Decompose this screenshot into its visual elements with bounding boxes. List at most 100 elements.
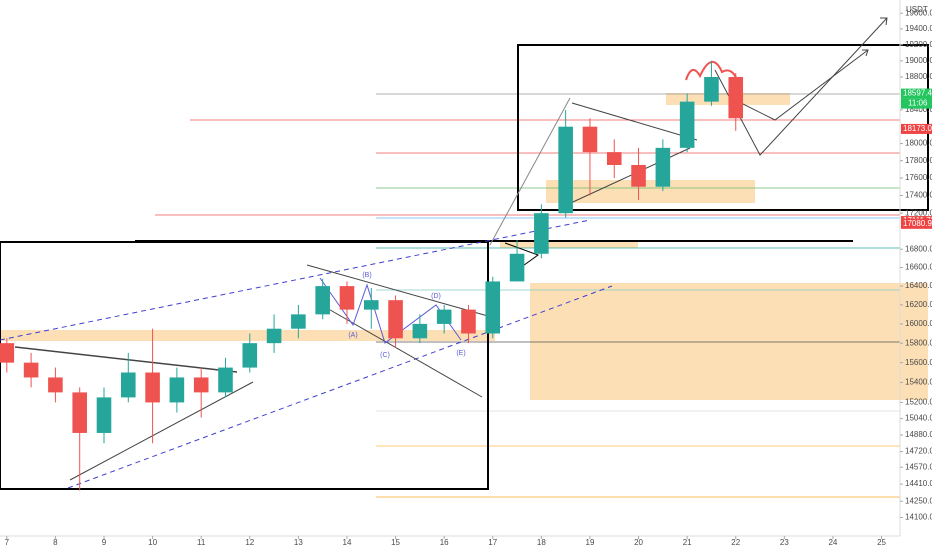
trendline (571, 102, 698, 141)
candle-body (266, 328, 282, 344)
y-tick-label: 14570.00 (905, 462, 932, 471)
y-tick-label: 17200.00 (905, 208, 932, 217)
candle-body (145, 372, 160, 403)
y-tick-label: 14720.00 (905, 447, 932, 456)
candle-body (679, 101, 695, 148)
zone (0, 330, 495, 341)
x-tick-label: 21 (683, 538, 692, 547)
price-badge-label: 18173.00 (903, 124, 932, 133)
y-tick-label: 19400.00 (905, 24, 932, 33)
y-tick-label: 15200.00 (905, 398, 932, 407)
x-tick-label: 19 (586, 538, 595, 547)
y-tick-label: 16400.00 (905, 281, 932, 290)
x-tick-label: 22 (731, 538, 740, 547)
candle-body (23, 362, 39, 378)
x-tick-label: 14 (343, 538, 352, 547)
x-tick-label: 9 (102, 538, 107, 547)
x-tick-label: 10 (148, 538, 157, 547)
y-tick-label: 16200.00 (905, 300, 932, 309)
x-tick-label: 23 (780, 538, 789, 547)
channel (0, 219, 591, 341)
wave-label: (A) (348, 332, 357, 339)
y-tick-label: 18000.00 (905, 139, 932, 148)
y-tick-label: 19600.00 (905, 8, 932, 17)
x-tick-label: 17 (488, 538, 497, 547)
candle-body (242, 343, 258, 368)
x-tick-label: 7 (5, 538, 10, 547)
y-tick-label: 17800.00 (905, 156, 932, 165)
candle-body (485, 281, 501, 334)
candle-body (461, 309, 476, 334)
y-tick-label: 17400.00 (905, 191, 932, 200)
candle-body (315, 286, 330, 315)
candle-body (0, 343, 15, 363)
trendline (317, 302, 483, 398)
candle-body (655, 147, 671, 187)
candle-body (169, 377, 185, 403)
y-tick-label: 14250.00 (905, 496, 932, 505)
y-tick-label: 14100.00 (905, 513, 932, 522)
y-tick-label: 18800.00 (905, 72, 932, 81)
y-tick-label: 14880.00 (905, 430, 932, 439)
zone (500, 240, 638, 248)
arrow (489, 97, 571, 246)
drawings (0, 17, 929, 498)
zone (530, 283, 928, 400)
x-tick-label: 20 (634, 538, 643, 547)
price-badge (901, 123, 932, 134)
wave-label: (E) (456, 350, 465, 357)
candle-body (606, 152, 622, 166)
x-tick-label: 11 (197, 538, 206, 547)
zone (666, 93, 790, 105)
y-tick-label: 14410.00 (905, 479, 932, 488)
countdown-badge (901, 98, 932, 109)
candle-body (388, 300, 403, 339)
candle-body (218, 367, 233, 393)
arrowhead (862, 49, 869, 57)
countdown: 11:06 (908, 99, 928, 108)
x-tick-label: 24 (828, 538, 837, 547)
currency: USDT (906, 5, 928, 14)
y-tick-label: 15400.00 (905, 378, 932, 387)
candle-body (534, 213, 549, 254)
candle-body (121, 372, 136, 398)
wave-label: (D) (431, 293, 441, 300)
candle-body (412, 323, 428, 339)
candle-body (48, 377, 63, 393)
candle-body (291, 314, 306, 329)
wave-label: (B) (362, 272, 371, 279)
candle-body (509, 253, 525, 282)
y-tick-label: 19200.00 (905, 40, 932, 49)
x-tick-label: 15 (391, 538, 400, 547)
arrow (734, 49, 869, 121)
y-tick-label: 16600.00 (905, 263, 932, 272)
candle-body (193, 377, 209, 393)
y-tick-label: 16800.00 (905, 244, 932, 253)
candle-body (704, 77, 719, 102)
x-tick-label: 18 (537, 538, 546, 547)
x-tick-label: 25 (877, 538, 886, 547)
candle-body (582, 126, 598, 153)
candle-body (631, 165, 646, 187)
y-tick-label: 15800.00 (905, 338, 932, 347)
y-tick-label: 18400.00 (905, 105, 932, 114)
arrowhead (880, 17, 888, 26)
channel (67, 285, 613, 489)
candle-body (72, 392, 87, 433)
price-badge (901, 218, 932, 229)
candle-body (728, 77, 744, 119)
zone (546, 180, 755, 203)
trendline (306, 264, 496, 319)
candle-body (363, 300, 379, 310)
candle-body (96, 397, 112, 433)
y-tick-label: 17600.00 (905, 173, 932, 182)
candle-body (436, 309, 452, 324)
price-badge (901, 88, 932, 99)
y-tick-label: 15600.00 (905, 358, 932, 367)
y-tick-label: 15040.00 (905, 414, 932, 423)
x-tick-label: 8 (53, 538, 58, 547)
price-badge-label: 17080.91 (903, 219, 932, 228)
trendline (69, 381, 254, 481)
